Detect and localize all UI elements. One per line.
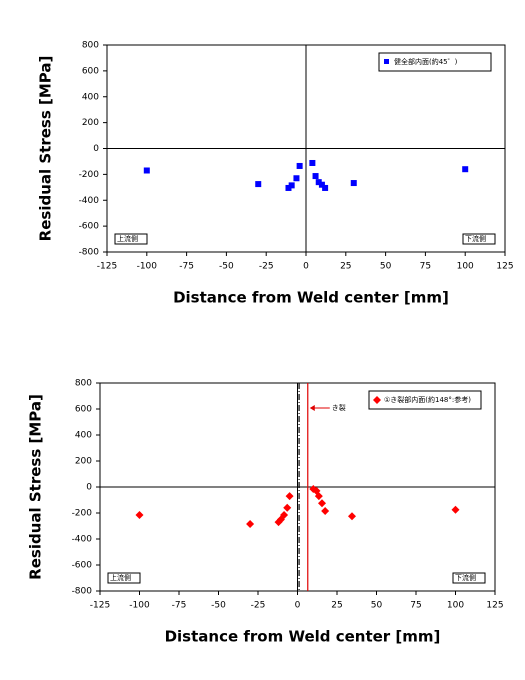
x-tick-label: -125 [90,601,110,611]
legend-box [368,390,482,410]
x-tick-label: -125 [97,262,117,272]
x-tick-label: 50 [371,601,383,611]
point [285,184,292,191]
x-axis-title: Distance from Weld center [mm] [165,628,441,646]
y-tick-label: 400 [82,92,99,102]
y-tick-label: -800 [72,587,93,597]
y-tick-label: -200 [79,170,100,180]
x-tick-label: -25 [259,262,274,272]
x-tick-label: 100 [447,601,464,611]
y-tick-label: 200 [75,457,92,467]
point [135,510,144,519]
y-axis-title: Residual Stress [MPa] [37,56,55,242]
annotation: 上流側 [117,234,138,243]
y-tick-label: -800 [79,248,100,258]
point [451,505,460,514]
legend-marker [384,59,389,64]
y-tick-label: 600 [75,405,92,415]
x-tick-label: 0 [303,262,309,272]
y-tick-label: -400 [79,196,100,206]
annotation-box [452,572,486,584]
point [317,499,326,508]
point [312,173,319,180]
y-tick-label: 800 [82,41,99,51]
point [322,184,329,191]
crack-label: き裂 [332,403,346,412]
point [280,510,289,519]
x-tick-label: -50 [211,601,226,611]
legend-marker [373,396,381,404]
x-tick-label: 75 [420,262,431,272]
y-tick-label: 600 [82,66,99,76]
x-tick-label: 75 [410,601,421,611]
point [143,167,150,174]
y-tick-label: 800 [75,379,92,389]
x-tick-label: 0 [295,601,301,611]
y-tick-label: -600 [72,561,93,571]
y-tick-label: -600 [79,222,100,232]
y-tick-label: 0 [86,483,92,493]
point [321,507,330,516]
point [296,162,303,169]
x-tick-label: 25 [331,601,342,611]
point [246,520,255,529]
x-axis-title: Distance from Weld center [mm] [173,289,449,307]
annotation: 下流側 [455,573,476,582]
x-tick-label: 50 [380,262,392,272]
point [350,180,357,187]
x-tick-label: 100 [457,262,474,272]
point [309,159,316,166]
point [318,181,325,188]
point [462,166,469,173]
y-tick-label: 400 [75,431,92,441]
annotation: 下流側 [465,234,486,243]
point [255,181,262,188]
y-tick-label: -400 [72,535,93,545]
point [315,179,322,186]
x-tick-label: 25 [340,262,351,272]
legend-box [378,52,492,72]
crack-arrowhead [309,405,315,411]
point [348,512,357,521]
x-tick-label: -100 [137,262,158,272]
y-axis-title: Residual Stress [MPa] [27,394,45,580]
x-tick-label: 125 [486,601,503,611]
y-tick-label: 0 [93,144,99,154]
legend-label: 健全部内面(約45゜) [394,57,458,66]
x-tick-label: -50 [219,262,234,272]
y-tick-label: 200 [82,118,99,128]
annotation-box [107,572,141,584]
point [288,182,295,189]
annotation: 上流側 [110,573,131,582]
y-tick-label: -200 [72,509,93,519]
point [283,503,292,512]
x-tick-label: 125 [496,262,513,272]
x-tick-label: -25 [251,601,266,611]
x-tick-label: -75 [172,601,187,611]
x-tick-label: -75 [179,262,194,272]
point [285,492,294,501]
x-tick-label: -100 [129,601,150,611]
legend-label: ①き裂部内面(約148°:参考) [384,395,471,404]
annotation-box [462,233,496,245]
annotation-box [114,233,148,245]
point [293,175,300,182]
point [314,492,323,501]
